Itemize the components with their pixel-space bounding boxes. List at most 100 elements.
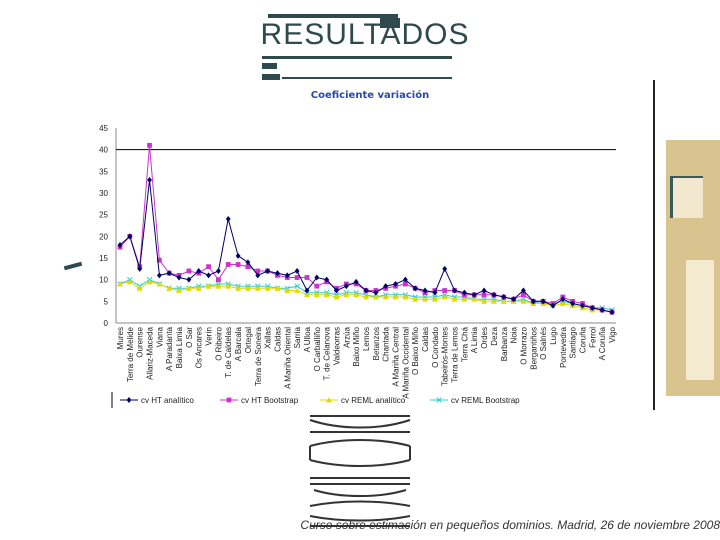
x-tick-label: Ferrol xyxy=(588,327,597,348)
x-tick-label: Santiago xyxy=(569,326,578,358)
x-tick-label: Ortegal xyxy=(244,327,253,353)
y-tick-label: 20 xyxy=(99,232,108,241)
x-tick-label: Lemos xyxy=(362,327,371,351)
data-point xyxy=(294,268,300,274)
data-point xyxy=(274,285,281,291)
side-logo xyxy=(666,140,720,396)
legend-marker xyxy=(226,397,232,403)
data-point xyxy=(392,294,399,300)
data-point xyxy=(225,283,232,289)
data-point xyxy=(511,296,516,303)
data-point xyxy=(501,294,507,300)
data-point xyxy=(314,283,320,289)
y-tick-label: 30 xyxy=(99,189,108,198)
data-point xyxy=(442,265,448,272)
data-point xyxy=(156,281,163,287)
data-point xyxy=(422,296,428,302)
data-point xyxy=(255,268,261,274)
data-point xyxy=(402,281,408,287)
data-point xyxy=(186,276,192,283)
data-point xyxy=(195,285,202,291)
x-tick-label: Caldas xyxy=(273,327,282,352)
x-tick-label: Pontevedra xyxy=(559,326,568,367)
x-tick-label: Tabeirós-Montes xyxy=(441,327,450,386)
y-tick-label: 45 xyxy=(99,124,108,133)
data-point xyxy=(334,287,339,294)
data-point xyxy=(216,277,221,283)
data-point xyxy=(451,296,458,302)
x-tick-label: O Baixo Miño xyxy=(411,326,420,375)
data-point xyxy=(235,285,241,291)
x-tick-label: Terra de Lemos xyxy=(451,327,460,383)
x-tick-label: T. de Celanova xyxy=(323,326,332,380)
x-tick-label: Terra de Melide xyxy=(126,326,135,382)
data-point xyxy=(530,298,536,305)
x-tick-label: A Paradanta xyxy=(165,326,174,371)
data-point xyxy=(372,294,379,300)
title-decoration-bar xyxy=(380,18,400,28)
x-tick-label: Vigo xyxy=(608,326,617,342)
legend-label: cv REML Bootstrap xyxy=(451,396,520,405)
data-point xyxy=(402,276,408,283)
x-tick-label: Verín xyxy=(205,327,214,346)
data-point xyxy=(136,285,143,291)
data-point xyxy=(196,268,202,274)
data-point xyxy=(254,285,261,291)
title-decoration-bar xyxy=(262,56,452,59)
data-point xyxy=(471,291,477,298)
data-point xyxy=(343,291,350,298)
x-tick-label: Allariz-Maceda xyxy=(146,326,155,379)
x-tick-label: A Mariña Central xyxy=(392,327,401,387)
x-tick-label: A Limia xyxy=(470,326,479,353)
x-tick-label: Mures xyxy=(116,327,125,349)
data-point xyxy=(225,262,231,267)
data-point xyxy=(294,275,300,280)
x-tick-label: Viana xyxy=(155,326,164,347)
data-point xyxy=(304,287,310,294)
data-point xyxy=(402,294,409,300)
data-point xyxy=(589,304,595,311)
data-point xyxy=(245,285,251,291)
data-point xyxy=(206,264,211,270)
x-tick-label: A Ulloa xyxy=(303,326,312,352)
x-tick-label: Coruña xyxy=(578,326,587,353)
data-point xyxy=(205,283,212,289)
y-tick-label: 35 xyxy=(99,167,108,176)
data-point xyxy=(343,283,349,290)
data-point xyxy=(146,278,153,285)
title-decoration-bar xyxy=(262,63,277,69)
data-point xyxy=(521,292,526,298)
data-point xyxy=(462,289,467,296)
x-tick-label: Deza xyxy=(490,326,499,345)
x-tick-label: Betanzos xyxy=(372,327,381,360)
side-divider xyxy=(653,80,655,410)
chart-title: Coeficiente variación xyxy=(310,90,430,101)
data-point xyxy=(176,274,182,281)
data-point xyxy=(353,291,360,298)
data-point xyxy=(570,300,576,307)
data-point xyxy=(353,278,359,285)
data-point xyxy=(265,268,270,274)
x-tick-label: Arzúa xyxy=(342,326,351,347)
data-point xyxy=(117,281,123,287)
data-point xyxy=(284,287,291,293)
data-point xyxy=(323,291,330,298)
data-point xyxy=(255,272,261,279)
x-tick-label: Ordes xyxy=(480,327,489,349)
data-point xyxy=(117,242,123,248)
data-point xyxy=(432,289,438,296)
data-point xyxy=(521,287,526,294)
data-point xyxy=(461,296,468,302)
data-point xyxy=(235,252,241,259)
x-tick-label: O Salnés xyxy=(539,327,548,360)
data-point xyxy=(245,259,251,266)
data-point xyxy=(313,291,320,298)
legend-marker xyxy=(436,397,442,403)
data-point xyxy=(412,285,418,292)
data-point xyxy=(500,298,507,304)
x-tick-label: A Mariña Oriental xyxy=(283,327,292,389)
x-tick-label: T. de Caldelas xyxy=(224,327,233,378)
data-point xyxy=(363,287,369,294)
data-point xyxy=(284,272,290,279)
data-point xyxy=(441,294,448,300)
